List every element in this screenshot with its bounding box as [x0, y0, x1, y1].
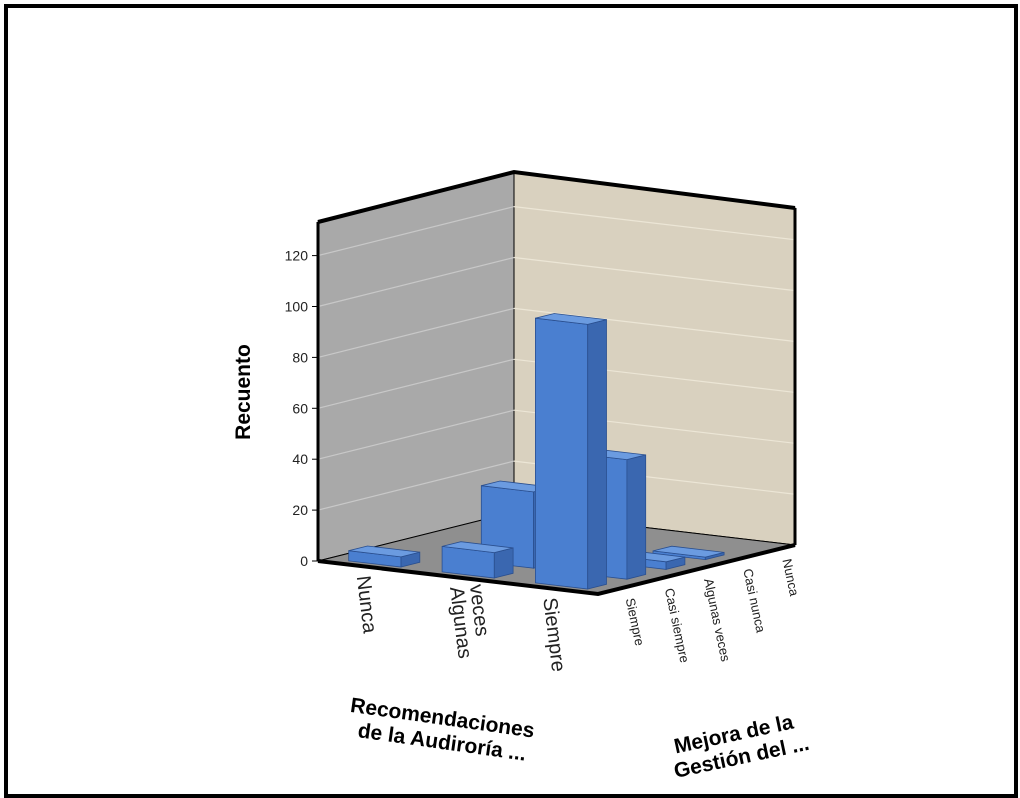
- bar-side-face: [493, 547, 514, 579]
- bar-top-face: [652, 545, 725, 558]
- y-tick-label: 60: [292, 400, 308, 416]
- bar-top-face: [442, 541, 514, 554]
- y-axis-ticks: 0 20 40 60 80 100 120: [285, 248, 318, 569]
- gridline-left: [317, 256, 515, 308]
- x-axis-title: Recomendaciones de la Audiroría ...: [346, 694, 542, 767]
- x-axis-categories: Nunca Algunasveces Siempre: [352, 574, 570, 673]
- y-axis-title: Recuento: [232, 344, 255, 440]
- y-tick-label: 120: [285, 248, 309, 264]
- y-tick-label: 80: [292, 349, 308, 365]
- bar-side-face: [587, 319, 607, 590]
- gridline-back: [513, 256, 795, 292]
- gridline-left: [317, 409, 515, 460]
- x-category-label: Algunasveces: [445, 583, 495, 660]
- y-tick-label: 40: [292, 451, 308, 467]
- gridline-left: [317, 307, 515, 358]
- y-tick-label: 0: [300, 553, 308, 569]
- bar: [652, 545, 725, 561]
- gridline-left: [317, 206, 515, 257]
- bar: [348, 545, 421, 568]
- y-tick-label: 20: [292, 502, 308, 518]
- gridline-left: [317, 460, 515, 511]
- bar-side-face: [626, 454, 647, 580]
- y-tick-label: 100: [285, 299, 309, 315]
- bar-front-face: [535, 317, 589, 590]
- bar: [441, 541, 514, 579]
- gridline-back: [513, 206, 795, 241]
- bar: [535, 313, 607, 590]
- gridline-left: [317, 358, 515, 409]
- x-category-label: Siempre: [538, 596, 569, 673]
- z-category-label: Algunas veces: [701, 577, 733, 663]
- z-category-label: Nunca: [779, 557, 802, 598]
- z-axis-title: Mejora de la Gestión del ...: [667, 708, 811, 783]
- bars: [348, 313, 725, 590]
- x-category-label: Nunca: [352, 574, 381, 635]
- bar-top-face: [348, 545, 420, 558]
- z-category-label: Siempre: [623, 597, 648, 647]
- z-category-label: Casi siempre: [662, 587, 692, 664]
- z-category-label: Casi nunca: [740, 567, 768, 634]
- bar-top-face: [535, 313, 607, 325]
- base-edge: [317, 543, 796, 597]
- top-edge: [317, 169, 796, 224]
